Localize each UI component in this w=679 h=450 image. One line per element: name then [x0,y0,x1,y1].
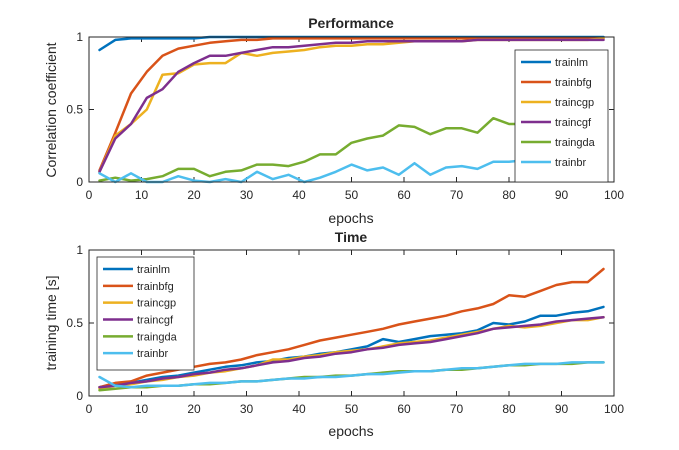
x-tick-label: 100 [604,188,624,202]
y-tick-label: 1 [76,30,83,44]
y-tick-label: 1 [76,243,83,257]
legend-label-trainlm: trainlm [137,264,170,276]
x-tick-label: 50 [345,402,359,416]
legend-label-trainlm: trainlm [555,57,588,69]
legend: trainlm trainbfg traincgp traincgf traingda t… [96,256,195,371]
x-tick-label: 30 [240,402,254,416]
x-tick-label: 10 [135,188,149,202]
chart-title: Time [335,229,368,245]
x-tick-label: 30 [240,188,254,202]
x-tick-label: 50 [345,188,359,202]
x-tick-label: 70 [450,188,464,202]
x-tick-label: 80 [502,402,516,416]
series-line-trainbr [98,361,605,389]
time-chart: Time epochs training time [s] 0 10 20 30 40 5… [43,229,624,439]
x-tick-label: 40 [292,188,306,202]
legend-label-trainbfg: trainbfg [555,77,592,89]
x-axis-label: epochs [328,423,373,439]
legend-label-traincgf: traincgf [137,315,174,327]
x-tick-label: 90 [555,188,569,202]
x-tick-label: 20 [187,188,201,202]
series-line-trainlm [98,305,605,389]
legend-label-traingda: traingda [137,331,178,343]
x-tick-label: 10 [135,402,149,416]
legend-label-trainbr: trainbr [555,157,587,169]
legend-box [96,256,195,371]
x-tick-label: 20 [187,402,201,416]
legend: trainlm trainbfg traincgp traincgf traingda t… [514,49,609,183]
legend-label-traingda: traingda [555,137,596,149]
x-axis-label: epochs [328,210,373,226]
x-tick-label: 40 [292,402,306,416]
legend-label-trainbfg: trainbfg [137,281,174,293]
x-tick-label: 60 [397,402,411,416]
x-tick-label: 0 [86,188,93,202]
chart-title: Performance [308,15,394,31]
series-line-traincgf [98,38,605,174]
x-tick-label: 80 [502,188,516,202]
plot-frame [88,249,615,397]
x-tick-label: 0 [86,402,93,416]
performance-chart: Performance epochs Correlation coefficie… [43,15,624,226]
x-tick-label: 70 [450,402,464,416]
x-tick-label: 90 [555,402,569,416]
legend-label-trainbr: trainbr [137,348,169,360]
legend-box [514,49,609,183]
y-axis-label: training time [s] [43,276,59,371]
y-axis-label: Correlation coefficient [43,42,59,177]
y-tick-label: 0 [76,175,83,189]
y-tick-label: 0 [76,389,83,403]
series-line-trainbfg [98,37,605,172]
legend-label-traincgp: traincgp [555,97,594,109]
series-line-traincgf [98,315,605,389]
x-axis-ticks: 0 10 20 30 40 50 60 70 80 90 100 [86,250,624,416]
legend-label-traincgf: traincgf [555,117,592,129]
legend-label-traincgp: traincgp [137,298,176,310]
x-tick-label: 60 [397,188,411,202]
x-axis-ticks: 0 10 20 30 40 50 60 70 80 90 100 [86,37,624,202]
y-tick-label: 0.5 [66,103,83,117]
plot-frame [88,36,615,183]
x-tick-label: 100 [604,402,624,416]
y-tick-label: 0.5 [66,316,83,330]
